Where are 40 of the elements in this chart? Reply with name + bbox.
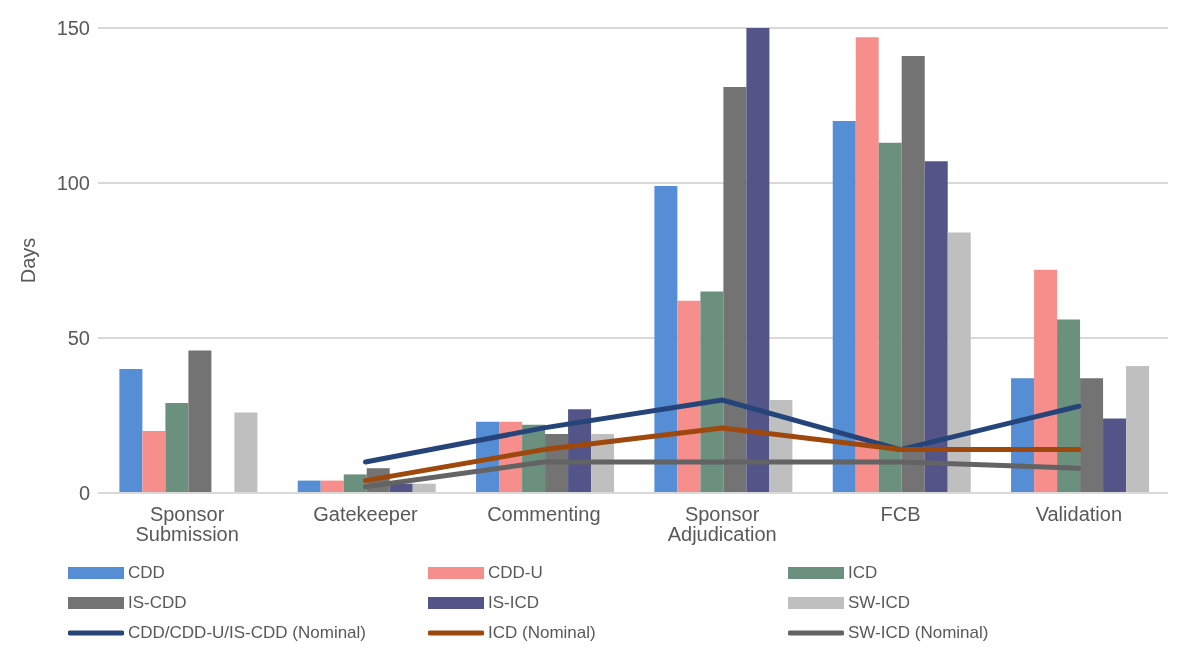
x-tick-label: Gatekeeper (313, 503, 419, 526)
y-tick-label: 100 (56, 172, 90, 195)
bar (142, 431, 166, 493)
x-tick-label: Commenting (487, 503, 601, 526)
bar (901, 55, 925, 493)
bar (188, 350, 212, 493)
bar (746, 28, 770, 493)
legend-label: CDD (128, 563, 165, 583)
bar (947, 232, 971, 493)
bar (832, 121, 856, 493)
y-axis-title: Days (17, 237, 40, 284)
bar (855, 37, 879, 493)
x-tick-label: Validation (1035, 503, 1123, 526)
legend-label: CDD-U (488, 563, 543, 583)
y-tick-label: 50 (67, 327, 90, 350)
bar (1126, 365, 1150, 493)
bar (654, 186, 678, 493)
legend-label: SW-ICD (Nominal) (848, 623, 989, 643)
legend-label: SW-ICD (848, 593, 911, 613)
legend-label: CDD/CDD-U/IS-CDD (Nominal) (128, 623, 366, 643)
legend-label: ICD (848, 563, 878, 583)
bar (234, 412, 258, 493)
bar (700, 291, 724, 493)
y-tick-label: 0 (78, 482, 90, 505)
x-tick-label: FCB (880, 503, 921, 526)
legend-label: ICD (Nominal) (488, 623, 596, 643)
legend-label: IS-CDD (128, 593, 187, 613)
x-tick-label: Sponsor Submission (135, 503, 239, 546)
legend-label: IS-ICD (488, 593, 539, 613)
bar (677, 300, 701, 493)
bar (119, 369, 143, 493)
bar (723, 86, 747, 493)
x-tick-label: Sponsor Adjudication (667, 503, 777, 546)
bar (878, 142, 902, 493)
y-tick-label: 150 (56, 17, 90, 40)
bar (1034, 269, 1058, 493)
bar (165, 403, 189, 493)
bar (1103, 418, 1127, 493)
bar (924, 161, 948, 493)
bar (1080, 378, 1104, 493)
